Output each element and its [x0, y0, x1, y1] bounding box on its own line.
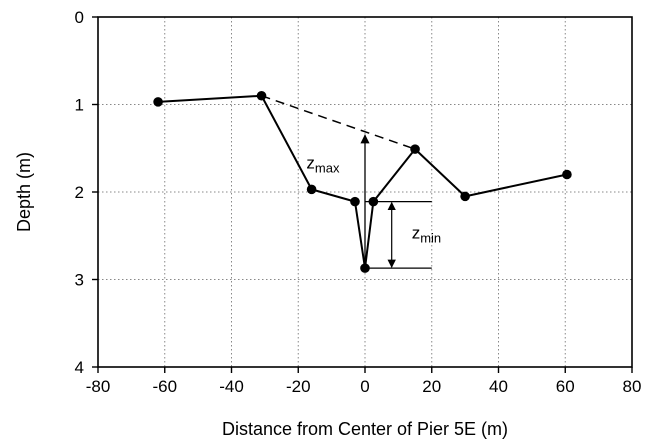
series-line-0 — [158, 94, 568, 270]
y-axis-title: Depth (m) — [14, 152, 34, 232]
x-tick-label-7: 60 — [556, 377, 575, 396]
annotations: zmax zmin — [306, 134, 441, 269]
x-tick-label-6: 40 — [489, 377, 508, 396]
zmax-label-z: z — [306, 153, 315, 172]
x-tick-label-3: -20 — [286, 377, 311, 396]
y-tick-label-2: 2 — [75, 183, 84, 202]
plot-area — [153, 90, 572, 273]
dashed-reference-line — [261, 95, 416, 150]
data-point-3 — [350, 196, 360, 207]
data-point-8 — [562, 169, 572, 180]
data-point-2 — [306, 184, 317, 195]
y-tick-label-3: 3 — [75, 271, 84, 290]
x-tick-label-8: 80 — [623, 377, 642, 396]
axes: -80 -60 -40 -20 0 20 40 60 80 0 1 2 3 4 — [75, 8, 642, 396]
y-tick-label-0: 0 — [75, 8, 84, 27]
data-point-0 — [153, 97, 163, 107]
data-point-1 — [256, 90, 267, 101]
x-tick-label-4: 0 — [360, 377, 369, 396]
x-tick-label-1: -60 — [152, 377, 177, 396]
grid — [98, 17, 632, 367]
zmin-label-sub: min — [420, 230, 441, 245]
zmax-label: zmax — [306, 153, 340, 175]
zmax-label-sub: max — [315, 160, 340, 175]
x-tick-label-5: 20 — [422, 377, 441, 396]
y-tick-label-4: 4 — [75, 358, 84, 377]
x-axis-title: Distance from Center of Pier 5E (m) — [222, 419, 508, 439]
x-tick-label-0: -80 — [86, 377, 111, 396]
zmin-label: zmin — [412, 223, 441, 245]
data-point-7 — [460, 191, 470, 202]
zmin-label-z: z — [412, 223, 421, 242]
x-tick-label-2: -40 — [219, 377, 244, 396]
y-tick-label-1: 1 — [75, 96, 84, 115]
data-point-6 — [410, 144, 420, 154]
